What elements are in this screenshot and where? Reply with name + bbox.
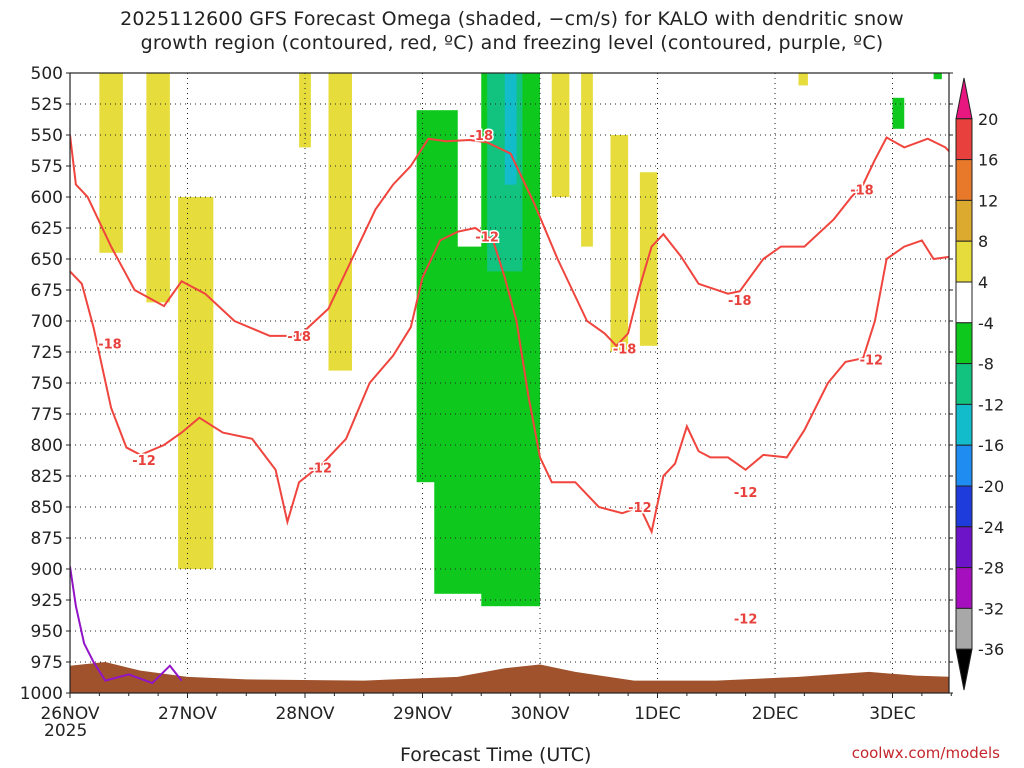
contour-label-9: -12 [734,486,758,501]
x-tick-label: 28NOV [275,704,334,724]
omega-region-14 [504,73,517,185]
omega-region-1 [146,73,170,303]
colorbar-bottom-arrow [955,648,973,691]
x-tick-label: 27NOV [158,704,217,724]
contour-label-10: -12 [734,613,758,628]
x-tick-label: 29NOV [393,704,452,724]
x-tick-label: 1DEC [634,704,681,724]
colorbar-bin-12 [955,567,973,609]
colorbar-label: -20 [978,477,1004,496]
y-tick-label: 500 [31,64,63,84]
omega-region-3 [299,73,311,148]
colorbar-bin-5 [955,281,973,324]
contour-label-0: -18 [98,337,122,352]
contour-label-7: -12 [628,501,652,516]
colorbar-label: -12 [978,395,1004,414]
colorbar-label: -28 [978,559,1004,578]
y-tick-label: 800 [31,436,63,456]
omega-region-9 [798,73,808,86]
contour-label-8: -18 [728,294,752,309]
y-tick-label: 525 [31,95,63,115]
y-tick-label: 700 [31,312,63,332]
y-tick-label: 850 [31,498,63,518]
contour-line-minus18 [70,134,949,348]
y-tick-label: 750 [31,374,63,394]
y-tick-label: 725 [31,343,63,363]
colorbar-label: -16 [978,436,1004,455]
y-tick-label: 550 [31,126,63,146]
y-tick-label: 900 [31,560,63,580]
contour-label-1: -18 [470,129,494,144]
chart-title-line1: 2025112600 GFS Forecast Omega (shaded, −… [120,8,904,30]
colorbar-bin-3 [955,199,973,242]
colorbar-bin-8 [955,403,973,446]
y-tick-label: 600 [31,188,63,208]
colorbar-label: 12 [978,191,998,210]
colorbar-label: 16 [978,151,998,170]
contour-label-2: -12 [475,231,499,246]
colorbar-bin-6 [955,322,973,365]
colorbar-bin-9 [955,444,973,487]
terrain-fill [70,662,949,693]
x-tick-label: 2DEC [752,704,799,724]
contour-label-6: -18 [613,342,637,357]
omega-region-6 [581,73,593,247]
colorbar-bin-10 [955,485,973,528]
colorbar-bin-1 [955,118,973,161]
colorbar-bin-2 [955,159,973,201]
contour-line-minus12 [70,226,949,535]
colorbar-label: 4 [978,273,988,292]
y-tick-label: 775 [31,405,63,425]
y-tick-label: 625 [31,219,63,239]
colorbar-label: -24 [978,518,1004,537]
omega-region-17 [933,73,942,80]
x-axis-title: Forecast Time (UTC) [400,744,592,766]
colorbar-label: 20 [978,110,998,129]
freezing-level-line [70,566,183,685]
colorbar-top-arrow [955,77,973,120]
contour-label-4: -12 [309,461,333,476]
x-tick-label: 26NOV [40,704,99,724]
colorbar-bin-7 [955,363,973,405]
contour-label-12: -12 [860,353,884,368]
y-tick-label: 975 [31,653,63,673]
omega-region-15 [892,97,905,129]
y-tick-label: 1000 [20,684,63,704]
colorbar-bin-4 [955,240,973,283]
colorbar-label: -36 [978,640,1004,659]
x-axis-year: 2025 [44,721,88,741]
contour-label-5: -18 [287,330,311,345]
y-tick-label: 925 [31,591,63,611]
omega-region-0 [99,73,123,253]
omega-region-7 [610,135,629,352]
x-tick-label: 30NOV [510,704,569,724]
chart-title-line2: growth region (contoured, red, ºC) and f… [140,32,884,54]
y-tick-label: 875 [31,529,63,549]
colorbar-label: -8 [978,355,994,374]
y-tick-label: 675 [31,281,63,301]
contour-label-3: -12 [132,454,156,469]
credit-link[interactable]: coolwx.com/models [851,744,1000,762]
x-tick-label: 3DEC [869,704,916,724]
y-tick-label: 950 [31,622,63,642]
y-tick-label: 825 [31,467,63,487]
colorbar-bin-13 [955,607,973,650]
colorbar-label: -4 [978,314,994,333]
colorbar-label: 8 [978,232,988,251]
y-tick-label: 575 [31,157,63,177]
y-tick-label: 650 [31,250,63,270]
colorbar-label: -32 [978,599,1004,618]
contour-label-11: -18 [850,184,874,199]
omega-region-4 [328,73,352,371]
colorbar-bin-11 [955,526,973,569]
